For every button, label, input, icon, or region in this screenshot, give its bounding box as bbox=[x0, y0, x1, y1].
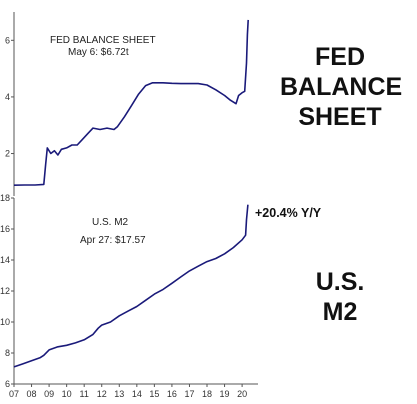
m2-y-tick-label: 6 bbox=[5, 379, 10, 389]
m2-x-tick-label: 15 bbox=[149, 389, 159, 399]
m2-y-tick-label: 18 bbox=[0, 193, 10, 203]
m2-y-tick-label: 16 bbox=[0, 224, 10, 234]
m2-x-tick-label: 20 bbox=[237, 389, 247, 399]
fed-y-tick-label: 2 bbox=[5, 149, 10, 159]
fed-chart-subtitle: May 6: $6.72t bbox=[68, 47, 129, 58]
m2-x-tick-label: 18 bbox=[202, 389, 212, 399]
m2-y-tick-label: 8 bbox=[5, 348, 10, 358]
m2-x-tick-label: 14 bbox=[132, 389, 142, 399]
m2-x-tick-label: 17 bbox=[184, 389, 194, 399]
m2-side-title-line-1: U.S. bbox=[315, 268, 365, 296]
fed-side-title-line-3: SHEET bbox=[298, 103, 382, 131]
fed-side-title-line-2: BALANCE bbox=[280, 73, 403, 101]
fed-y-tick-label: 4 bbox=[5, 92, 10, 102]
m2-x-tick-label: 08 bbox=[27, 389, 37, 399]
m2-chart-subtitle: Apr 27: $17.57 bbox=[80, 235, 146, 246]
m2-x-tick-label: 07 bbox=[9, 389, 19, 399]
m2-chart-title: U.S. M2 bbox=[92, 217, 129, 228]
m2-x-tick-label: 10 bbox=[62, 389, 72, 399]
m2-yoy-annotation: +20.4% Y/Y bbox=[255, 206, 322, 220]
m2-series-line bbox=[13, 204, 249, 368]
fed-chart-title: FED BALANCE SHEET bbox=[50, 35, 156, 46]
m2-y-tick-label: 10 bbox=[0, 317, 10, 327]
fed-side-title: FED BALANCE SHEET bbox=[280, 42, 403, 132]
m2-x-tick-label: 19 bbox=[220, 389, 230, 399]
m2-side-title: U.S. M2 bbox=[280, 267, 400, 327]
fed-series-line bbox=[13, 19, 249, 186]
m2-x-tick-label: 11 bbox=[80, 389, 89, 399]
m2-x-tick-label: 13 bbox=[114, 389, 124, 399]
m2-x-tick-label: 16 bbox=[167, 389, 177, 399]
fed-y-tick-label: 6 bbox=[5, 35, 10, 45]
m2-x-tick-label: 09 bbox=[44, 389, 54, 399]
m2-y-tick-label: 12 bbox=[0, 286, 10, 296]
fed-side-title-line-1: FED bbox=[315, 43, 365, 71]
m2-side-title-line-2: M2 bbox=[322, 298, 358, 326]
m2-y-tick-label: 14 bbox=[0, 255, 10, 265]
m2-x-tick-label: 12 bbox=[97, 389, 107, 399]
